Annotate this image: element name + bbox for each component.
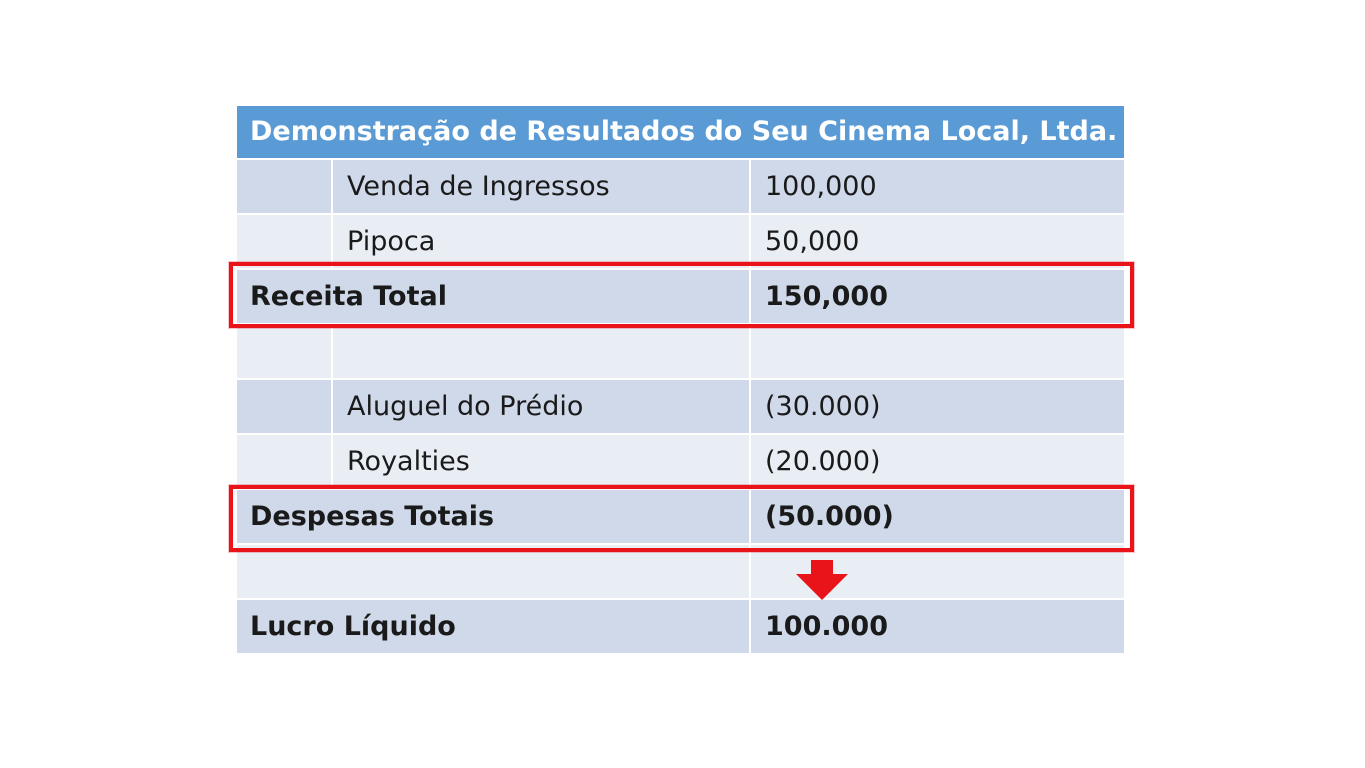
row-label: Pipoca [333, 215, 749, 268]
indent-cell [237, 325, 331, 378]
row-value: (50.000) [751, 490, 1124, 543]
total-expenses-highlight [229, 485, 1134, 552]
table-title: Demonstração de Resultados do Seu Cinema… [237, 106, 1124, 158]
row-value: (20.000) [751, 435, 1124, 488]
down-arrow-icon [796, 560, 848, 600]
total-revenue-highlight [229, 262, 1134, 328]
row-label: Receita Total [237, 270, 749, 323]
row-value: (30.000) [751, 380, 1124, 433]
row-value: 100.000 [751, 600, 1124, 653]
row-label: Venda de Ingressos [333, 160, 749, 213]
row-total-revenue: Receita Total 150,000 [237, 268, 1124, 323]
indent-cell [237, 435, 331, 488]
row-label [237, 545, 749, 598]
row-label: Royalties [333, 435, 749, 488]
row-value [751, 325, 1124, 378]
income-statement-table: Demonstração de Resultados do Seu Cinema… [237, 106, 1124, 653]
row-label: Aluguel do Prédio [333, 380, 749, 433]
row-value: 150,000 [751, 270, 1124, 323]
indent-cell [237, 160, 331, 213]
indent-cell [237, 380, 331, 433]
row-spacer [237, 323, 1124, 378]
row-label: Lucro Líquido [237, 600, 749, 653]
row-value: 100,000 [751, 160, 1124, 213]
row-net-profit: Lucro Líquido 100.000 [237, 598, 1124, 653]
row-building-rent: Aluguel do Prédio (30.000) [237, 378, 1124, 433]
row-ticket-sales: Venda de Ingressos 100,000 [237, 158, 1124, 213]
row-total-expenses: Despesas Totais (50.000) [237, 488, 1124, 543]
row-value: 50,000 [751, 215, 1124, 268]
indent-cell [237, 215, 331, 268]
row-label [333, 325, 749, 378]
row-popcorn: Pipoca 50,000 [237, 213, 1124, 268]
row-royalties: Royalties (20.000) [237, 433, 1124, 488]
row-label: Despesas Totais [237, 490, 749, 543]
row-spacer [237, 543, 1124, 598]
